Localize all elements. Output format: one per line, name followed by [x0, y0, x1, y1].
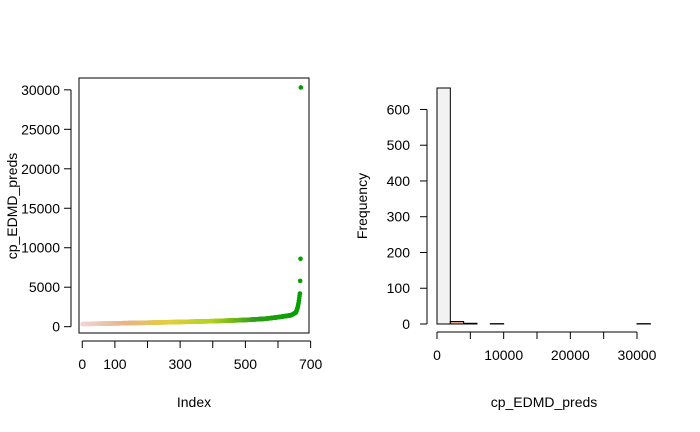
scatter-y-tick-label: 30000	[21, 82, 60, 98]
scatter-point	[298, 256, 303, 262]
scatter-points	[80, 85, 304, 327]
histogram-y-tick-label: 600	[387, 101, 411, 117]
histogram-y-tick-label: 300	[387, 209, 411, 225]
scatter-x-tick-label: 700	[299, 356, 323, 372]
histogram-bars	[436, 87, 651, 325]
scatter-panel: 0 100 300 500 700 0 5000 10000 15000 20000 25000 3…	[4, 77, 323, 410]
histogram-bar	[463, 322, 478, 325]
scatter-point	[297, 291, 303, 296]
scatter-y-tick-label: 15000	[21, 200, 60, 216]
histogram-x-tick-label: 10000	[484, 347, 523, 363]
histogram-x-tick-label: 30000	[618, 347, 657, 363]
scatter-x-tick-label: 100	[103, 356, 127, 372]
histogram-x-tick-label: 0	[433, 347, 441, 363]
histogram-y-axis-title: Frequency	[354, 173, 370, 239]
histogram-y-tick-label: 500	[387, 137, 411, 153]
scatter-y-tick-label: 5000	[29, 279, 60, 295]
scatter-y-axis: 0 5000 10000 15000 20000 25000 30000	[21, 82, 72, 335]
histogram-x-axis-title: cp_EDMD_preds	[491, 394, 598, 410]
histogram-y-axis: 0 100 200 300 400 500 600	[387, 101, 428, 332]
scatter-x-tick-label: 0	[78, 356, 86, 372]
scatter-y-tick-label: 20000	[21, 161, 60, 177]
histogram-y-tick-label: 400	[387, 173, 411, 189]
scatter-point	[297, 278, 303, 284]
scatter-x-tick-label: 500	[234, 356, 258, 372]
scatter-x-tick-label: 300	[168, 356, 192, 372]
scatter-plot-box	[78, 77, 310, 334]
histogram-x-tick-label: 20000	[551, 347, 590, 363]
scatter-y-tick-label: 10000	[21, 240, 60, 256]
scatter-x-axis-title: Index	[177, 394, 211, 410]
scatter-point	[298, 85, 304, 90]
scatter-x-axis: 0 100 300 500 700	[78, 340, 323, 372]
scatter-y-axis-title: cp_EDMD_preds	[4, 153, 20, 260]
histogram-y-tick-label: 200	[387, 244, 411, 260]
scatter-y-tick-label: 25000	[21, 121, 60, 137]
histogram-x-axis: 0 10000 20000 30000	[433, 331, 657, 363]
histogram-y-tick-label: 0	[402, 316, 410, 332]
histogram-y-tick-label: 100	[387, 280, 411, 296]
histogram-panel: 0 10000 20000 30000 0 100 200 300 400 500 600 cp_…	[354, 87, 657, 410]
histogram-bar	[449, 321, 465, 325]
histogram-bar	[436, 87, 451, 325]
scatter-y-tick-label: 0	[52, 319, 60, 335]
